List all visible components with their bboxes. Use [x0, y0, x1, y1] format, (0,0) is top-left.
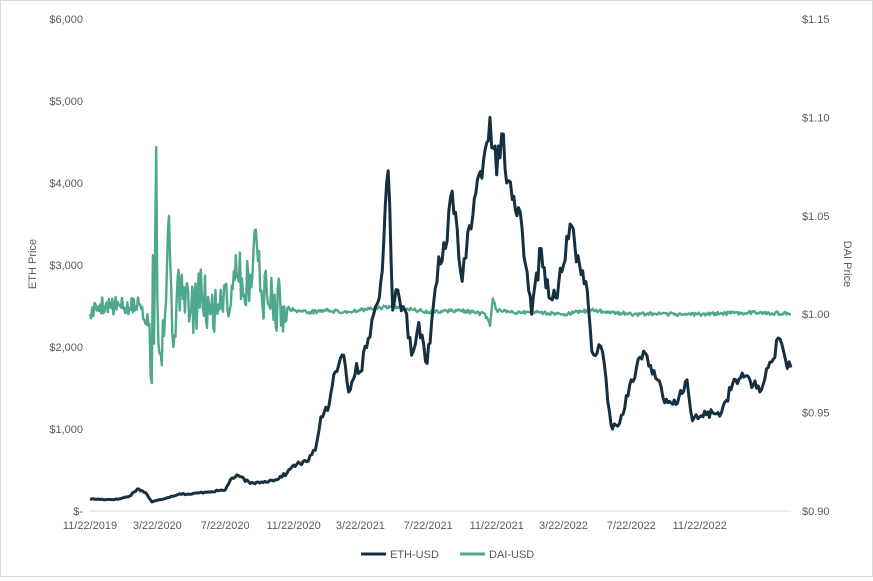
y-left-tick-label: $- [73, 506, 83, 518]
x-ticks: 11/22/2019 3/22/2020 7/22/2020 11/22/2020 3/… [63, 520, 727, 532]
y-right-axis-title: DAI Price [841, 241, 853, 287]
x-tick-label: 7/22/2020 [201, 520, 250, 532]
y-right-ticks: $0.90 $0.95 $1.00 $1.05 $1.10 $1.15 [802, 14, 830, 518]
y-right-tick-label: $1.00 [802, 309, 830, 321]
x-tick-label: 3/22/2020 [133, 520, 182, 532]
x-tick-label: 11/22/2019 [63, 520, 117, 532]
y-left-tick-label: $6,000 [49, 14, 83, 26]
y-left-tick-label: $2,000 [49, 342, 83, 354]
y-left-ticks: $- $1,000 $2,000 $3,000 $4,000 $5,000 $6,000 [49, 14, 83, 518]
y-right-tick-label: $1.15 [802, 14, 830, 26]
y-left-tick-label: $1,000 [49, 424, 83, 436]
legend: ETH-USD DAI-USD [361, 549, 534, 561]
legend-label: DAI-USD [489, 549, 534, 561]
legend-label: ETH-USD [390, 549, 439, 561]
y-right-tick-label: $0.95 [802, 408, 830, 420]
x-tick-label: 11/22/2020 [266, 520, 320, 532]
x-tick-label: 3/22/2021 [336, 520, 385, 532]
series-line-dai [88, 145, 792, 385]
series-layer [88, 115, 793, 504]
x-tick-label: 7/22/2022 [607, 520, 656, 532]
y-right-tick-label: $1.10 [802, 112, 830, 124]
x-tick-label: 11/22/2021 [470, 520, 524, 532]
y-left-tick-label: $5,000 [49, 96, 83, 108]
x-tick-label: 11/22/2022 [673, 520, 727, 532]
x-tick-label: 7/22/2021 [404, 520, 453, 532]
y-right-tick-label: $1.05 [802, 211, 830, 223]
series-line-eth [89, 115, 793, 504]
y-left-tick-label: $4,000 [49, 178, 83, 190]
y-left-tick-label: $3,000 [49, 260, 83, 272]
x-tick-label: 3/22/2022 [539, 520, 588, 532]
y-right-tick-label: $0.90 [802, 506, 830, 518]
y-left-axis-title: ETH Price [27, 239, 39, 289]
